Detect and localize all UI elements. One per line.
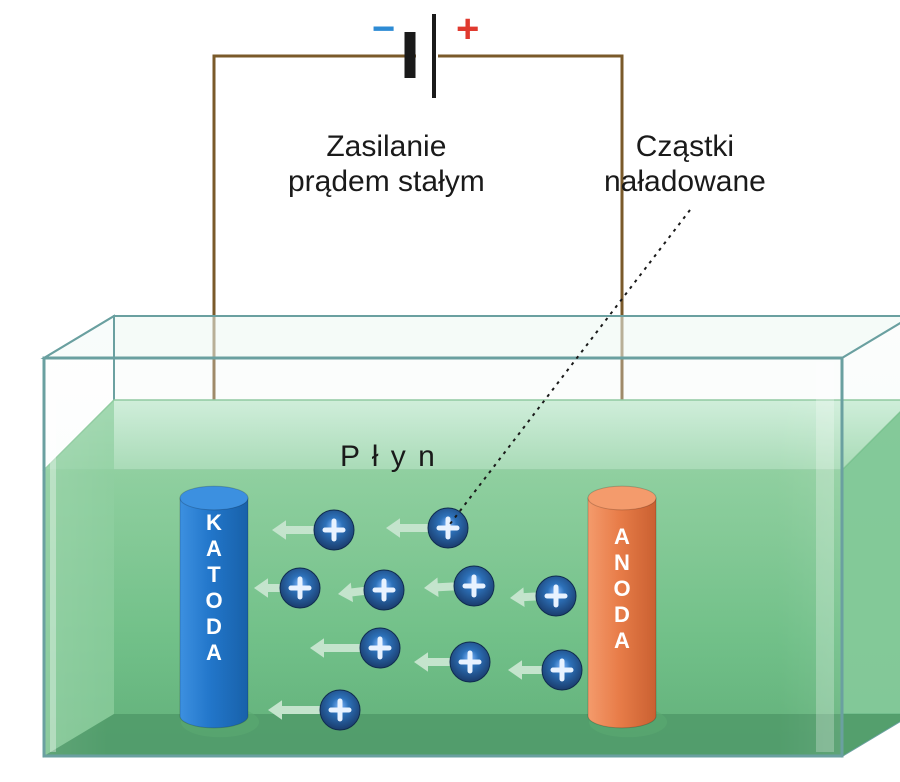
glass-highlight — [816, 362, 834, 752]
diagram-stage: −+KATODAANODA Zasilanie prądem stałym Cz… — [0, 0, 900, 782]
glass-highlight — [50, 362, 56, 752]
plus-icon: + — [456, 7, 479, 51]
power-supply-label: Zasilanie prądem stałym — [288, 130, 485, 199]
diagram-svg: −+KATODAANODA — [0, 0, 900, 782]
tank-front-glass — [44, 358, 842, 756]
liquid-label: P ł y n — [340, 440, 437, 475]
minus-icon: − — [372, 7, 395, 51]
particles-label: Cząstki naładowane — [604, 130, 766, 199]
